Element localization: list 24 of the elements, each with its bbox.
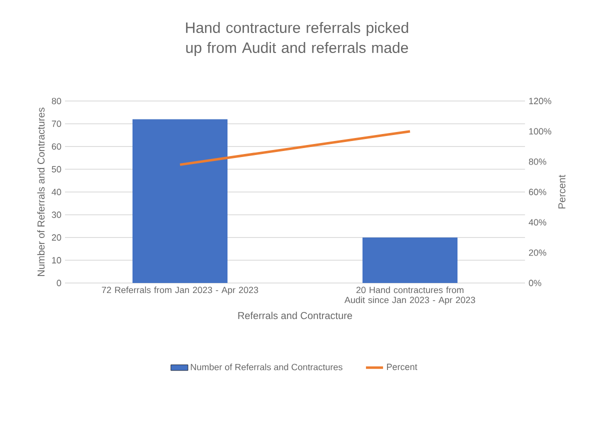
y2-tick-label: 20% bbox=[528, 249, 546, 256]
y-tick-label: 30 bbox=[52, 212, 62, 218]
legend-label: Number of Referrals and Contractures bbox=[190, 364, 342, 370]
y-tick-label: 70 bbox=[52, 120, 62, 127]
y2-tick-label: 60% bbox=[528, 188, 546, 196]
y2-tick-label: 80% bbox=[528, 158, 546, 165]
y2-tick-label: 0% bbox=[528, 280, 542, 286]
y-tick-label: 50 bbox=[52, 166, 62, 172]
x-tick-label: 20 Hand contractures from Audit since Jan 2023 - Apr 2023 bbox=[344, 286, 476, 305]
y2-tick-label: 100% bbox=[529, 128, 552, 135]
y2-axis-title: Percent bbox=[558, 174, 566, 208]
y-tick-label: 60 bbox=[52, 143, 62, 150]
y2-tick-label: 120% bbox=[529, 98, 552, 104]
x-axis-title: Referrals and Contracture bbox=[238, 312, 352, 320]
y-tick-label: 40 bbox=[52, 188, 62, 196]
y2-tick-label: 40% bbox=[528, 219, 546, 226]
y-tick-label: 10 bbox=[52, 257, 62, 264]
y-tick-label: 20 bbox=[52, 234, 62, 241]
chart-title: Hand contracture referrals picked up from Audit and referrals made bbox=[186, 22, 408, 56]
y-tick-label: 80 bbox=[52, 98, 62, 104]
y-axis-title: Number of Referrals and Contractures bbox=[37, 108, 45, 276]
legend-label: Percent bbox=[387, 364, 418, 370]
x-tick-label: 72 Referrals from Jan 2023 - Apr 2023 bbox=[102, 286, 258, 295]
y-tick-label: 0 bbox=[56, 280, 62, 286]
